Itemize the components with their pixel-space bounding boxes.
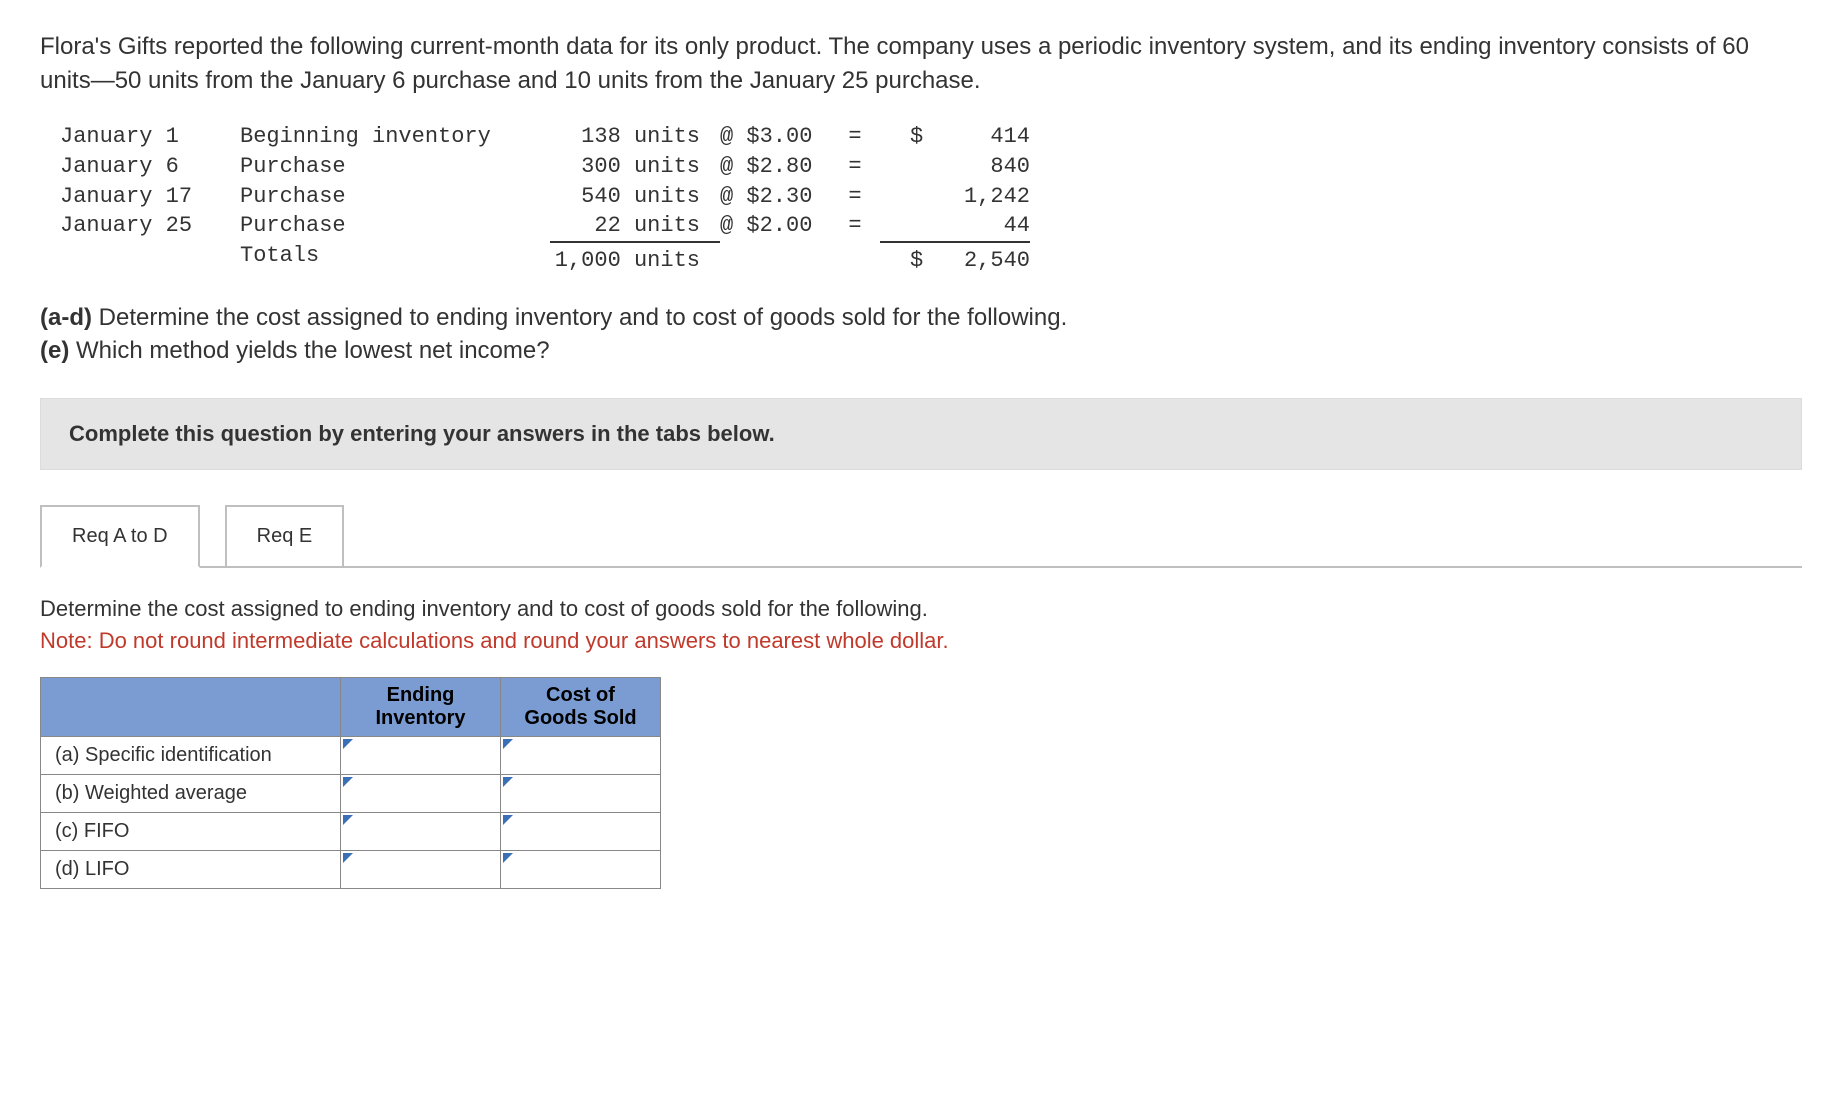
- tab-panel: Determine the cost assigned to ending in…: [40, 566, 1802, 889]
- answer-table: Ending Inventory Cost of Goods Sold (a) …: [40, 677, 661, 889]
- ledger-amount: $414: [880, 122, 1030, 152]
- input-ending-inventory[interactable]: [341, 850, 501, 888]
- ledger-price: @ $3.00: [720, 122, 830, 152]
- table-row: (d) LIFO: [41, 850, 661, 888]
- ledger-price: @ $2.00: [720, 211, 830, 241]
- input-cogs[interactable]: [501, 812, 661, 850]
- panel-instructions: Determine the cost assigned to ending in…: [40, 593, 1802, 657]
- inventory-ledger: January 1 Beginning inventory 138 units …: [60, 122, 1802, 275]
- input-indicator-icon: [343, 853, 353, 863]
- row-label: (b) Weighted average: [41, 774, 341, 812]
- ledger-date: [60, 241, 240, 276]
- ledger-equals: =: [830, 122, 880, 152]
- input-indicator-icon: [503, 853, 513, 863]
- ledger-row: January 6 Purchase 300 units @ $2.80 = 8…: [60, 152, 1802, 182]
- part-text: Determine the cost assigned to ending in…: [92, 304, 1067, 331]
- ledger-equals: =: [830, 152, 880, 182]
- tab-req-e[interactable]: Req E: [225, 505, 345, 568]
- ledger-date: January 6: [60, 152, 240, 182]
- ledger-units: 540 units: [550, 182, 720, 212]
- ledger-date: January 1: [60, 122, 240, 152]
- table-row: (c) FIFO: [41, 812, 661, 850]
- instruction-banner: Complete this question by entering your …: [40, 398, 1802, 470]
- part-text: Which method yields the lowest net incom…: [69, 337, 549, 364]
- ledger-totals-units: 1,000 units: [550, 241, 720, 276]
- ledger-desc: Purchase: [240, 182, 550, 212]
- tabs-row: Req A to D Req E: [40, 505, 1802, 568]
- input-cogs[interactable]: [501, 736, 661, 774]
- ledger-amount: 44: [880, 211, 1030, 241]
- input-indicator-icon: [343, 739, 353, 749]
- tab-req-a-to-d[interactable]: Req A to D: [40, 505, 200, 568]
- input-indicator-icon: [503, 777, 513, 787]
- input-ending-inventory[interactable]: [341, 736, 501, 774]
- ledger-date: January 17: [60, 182, 240, 212]
- problem-intro: Flora's Gifts reported the following cur…: [40, 30, 1802, 97]
- part-label: (e): [40, 337, 69, 364]
- input-ending-inventory[interactable]: [341, 812, 501, 850]
- table-row: (a) Specific identification: [41, 736, 661, 774]
- ledger-row: January 1 Beginning inventory 138 units …: [60, 122, 1802, 152]
- ledger-totals-label: Totals: [240, 241, 550, 276]
- input-indicator-icon: [503, 815, 513, 825]
- ledger-price: @ $2.80: [720, 152, 830, 182]
- row-label: (a) Specific identification: [41, 736, 341, 774]
- ledger-totals-amount: $2,540: [880, 241, 1030, 276]
- ledger-amount: 840: [880, 152, 1030, 182]
- ledger-row: January 17 Purchase 540 units @ $2.30 = …: [60, 182, 1802, 212]
- ledger-units: 22 units: [550, 211, 720, 241]
- input-ending-inventory[interactable]: [341, 774, 501, 812]
- ledger-units: 138 units: [550, 122, 720, 152]
- panel-note: Note: Do not round intermediate calculat…: [40, 625, 1802, 657]
- table-header-cogs: Cost of Goods Sold: [501, 677, 661, 736]
- ledger-desc: Beginning inventory: [240, 122, 550, 152]
- ledger-equals: =: [830, 182, 880, 212]
- row-label: (c) FIFO: [41, 812, 341, 850]
- table-row: (b) Weighted average: [41, 774, 661, 812]
- ledger-row: January 25 Purchase 22 units @ $2.00 = 4…: [60, 211, 1802, 241]
- ledger-price: @ $2.30: [720, 182, 830, 212]
- part-label: (a-d): [40, 304, 92, 331]
- question-prompts: (a-d) Determine the cost assigned to end…: [40, 301, 1802, 368]
- input-indicator-icon: [503, 739, 513, 749]
- table-header-ending-inventory: Ending Inventory: [341, 677, 501, 736]
- ledger-amount: 1,242: [880, 182, 1030, 212]
- row-label: (d) LIFO: [41, 850, 341, 888]
- ledger-desc: Purchase: [240, 152, 550, 182]
- input-indicator-icon: [343, 815, 353, 825]
- ledger-totals-row: Totals 1,000 units $2,540: [60, 241, 1802, 276]
- ledger-desc: Purchase: [240, 211, 550, 241]
- ledger-equals: =: [830, 211, 880, 241]
- input-cogs[interactable]: [501, 850, 661, 888]
- ledger-date: January 25: [60, 211, 240, 241]
- panel-line1: Determine the cost assigned to ending in…: [40, 593, 1802, 625]
- table-header-blank: [41, 677, 341, 736]
- input-cogs[interactable]: [501, 774, 661, 812]
- ledger-units: 300 units: [550, 152, 720, 182]
- input-indicator-icon: [343, 777, 353, 787]
